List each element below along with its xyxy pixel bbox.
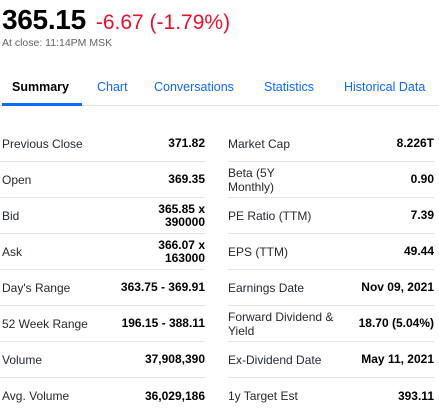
stat-row-previous-close: Previous Close 371.82	[0, 126, 205, 162]
stat-label: Beta (5Y Monthly)	[228, 165, 275, 194]
stat-value: Nov 09, 2021	[361, 280, 434, 294]
quote-tabs: Summary Chart Conversations Statistics H…	[0, 74, 439, 106]
stat-value: 36,029,186	[144, 388, 205, 403]
stat-label: Earnings Date	[228, 280, 305, 295]
stat-row-days-range: Day's Range 363.75 - 369.91	[0, 270, 205, 306]
stat-row-ex-dividend-date: Ex-Dividend Date May 11, 2021	[228, 342, 434, 378]
stat-row-ask: Ask 366.07 x 163000	[0, 234, 205, 270]
tab-statistics[interactable]: Statistics	[264, 80, 315, 94]
market-close-note: At close: 11:14PM MSK	[2, 37, 113, 49]
stat-row-bid: Bid 365.85 x 390000	[0, 198, 205, 234]
stat-row-1y-target: 1y Target Est 393.11	[228, 378, 434, 411]
stat-value: 365.85 x 390000	[158, 201, 205, 229]
tab-conversations[interactable]: Conversations	[154, 80, 234, 94]
stat-label: Market Cap	[228, 136, 291, 151]
tab-chart[interactable]: Chart	[97, 80, 128, 94]
stat-label: Volume	[2, 352, 43, 367]
stat-row-avg-volume: Avg. Volume 36,029,186	[0, 378, 205, 411]
stat-label: Ex-Dividend Date	[228, 352, 322, 367]
stat-label: 52 Week Range	[2, 316, 88, 331]
quote-header: 365.15 -6.67 (-1.79%) At close: 11:14PM …	[2, 4, 437, 54]
stat-label: 1y Target Est	[228, 389, 298, 403]
stat-row-eps: EPS (TTM) 49.44	[228, 234, 434, 270]
tab-historical-data[interactable]: Historical Data	[344, 80, 426, 94]
stat-label: Avg. Volume	[2, 389, 70, 403]
price-row: 365.15 -6.67 (-1.79%)	[2, 4, 437, 36]
stat-row-market-cap: Market Cap 8.226T	[228, 126, 434, 162]
stat-label: Ask	[2, 244, 23, 259]
stat-value: 0.90	[410, 172, 434, 186]
stat-value: 7.39	[410, 208, 434, 222]
stat-value: 366.07 x 163000	[158, 237, 205, 265]
summary-table-left: Previous Close 371.82 Open 369.35 Bid 36…	[0, 126, 205, 411]
stat-row-open: Open 369.35	[0, 162, 205, 198]
stat-value: 371.82	[168, 136, 205, 150]
stat-value: 369.35	[168, 172, 205, 186]
price-change: -6.67 (-1.79%)	[95, 11, 231, 34]
stat-value: 393.11	[397, 388, 434, 403]
stat-label: Previous Close	[2, 136, 83, 151]
stat-value: 37,908,390	[144, 352, 205, 366]
stat-row-volume: Volume 37,908,390	[0, 342, 205, 378]
stat-row-beta: Beta (5Y Monthly) 0.90	[228, 162, 434, 198]
stat-value: 196.15 - 388.11	[121, 316, 205, 330]
stat-row-pe-ratio: PE Ratio (TTM) 7.39	[228, 198, 434, 234]
stat-value: 8.226T	[396, 136, 434, 150]
stat-label: Open	[2, 172, 32, 187]
stat-label: Day's Range	[2, 280, 71, 295]
stat-row-52-week-range: 52 Week Range 196.15 - 388.11	[0, 306, 205, 342]
stat-label: Bid	[2, 208, 20, 223]
stat-label: EPS (TTM)	[228, 244, 288, 259]
stat-row-earnings-date: Earnings Date Nov 09, 2021	[228, 270, 434, 306]
summary-table-right: Market Cap 8.226T Beta (5Y Monthly) 0.90…	[228, 126, 434, 411]
stat-label: Forward Dividend & Yield	[228, 309, 334, 338]
stat-label: PE Ratio (TTM)	[228, 208, 312, 223]
tab-summary[interactable]: Summary	[2, 74, 82, 106]
stat-value: 18.70 (5.04%)	[358, 316, 434, 330]
stat-value: May 11, 2021	[361, 352, 434, 366]
current-price: 365.15	[2, 4, 86, 35]
stat-row-forward-dividend: Forward Dividend & Yield 18.70 (5.04%)	[228, 306, 434, 342]
stat-value: 49.44	[403, 244, 434, 258]
stat-value: 363.75 - 369.91	[120, 280, 205, 294]
